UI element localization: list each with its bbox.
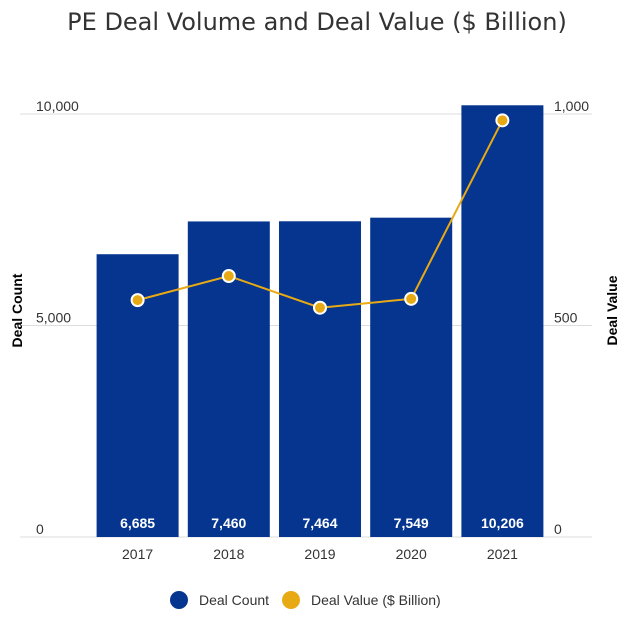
deal-value-point [313,300,327,315]
y-tick-label: 5,000 [36,310,71,326]
y-tick-label: 0 [36,521,44,537]
bar-layer: 6,685 7,460 7,464 7,549 10,206 [96,105,544,538]
bar-2019 [279,221,361,537]
x-tick-label: 2020 [396,546,427,562]
legend: Deal Count Deal Value ($ Billion) [170,591,441,609]
line-layer [130,113,510,315]
deal-value-point [404,291,419,306]
legend-marker-deal-value [282,591,300,609]
axis-layer: 0 5,000 10,000 0 500 1,000 Deal Count Deal Valu… [9,98,620,562]
y2-tick-label: 0 [554,521,562,537]
x-tick-label: 2018 [213,546,244,562]
bar-value-label: 10,206 [481,515,524,531]
x-tick-label: 2021 [487,546,518,562]
bar-value-label: 7,464 [302,515,337,531]
legend-label-deal-count: Deal Count [199,592,269,608]
legend-marker-deal-count [170,591,188,609]
y-tick-label: 10,000 [36,98,79,114]
deal-value-point [221,269,236,284]
y2-axis-title: Deal Value [604,275,620,345]
chart-title: PE Deal Volume and Deal Value ($ Billion… [67,8,567,36]
bar-value-label: 7,549 [394,515,429,531]
y2-tick-label: 500 [554,310,578,326]
deal-value-point [130,293,145,308]
bar-2018 [187,221,270,537]
bar-value-label: 7,460 [211,515,246,531]
bar-2021 [461,105,544,538]
bar-value-label: 6,685 [120,515,155,531]
x-tick-label: 2017 [122,546,153,562]
y2-tick-label: 1,000 [554,98,589,114]
bar-2020 [370,217,453,537]
legend-label-deal-value: Deal Value ($ Billion) [311,592,441,608]
y-axis-title: Deal Count [9,273,25,347]
deal-value-point [495,113,510,128]
x-tick-label: 2019 [304,546,335,562]
